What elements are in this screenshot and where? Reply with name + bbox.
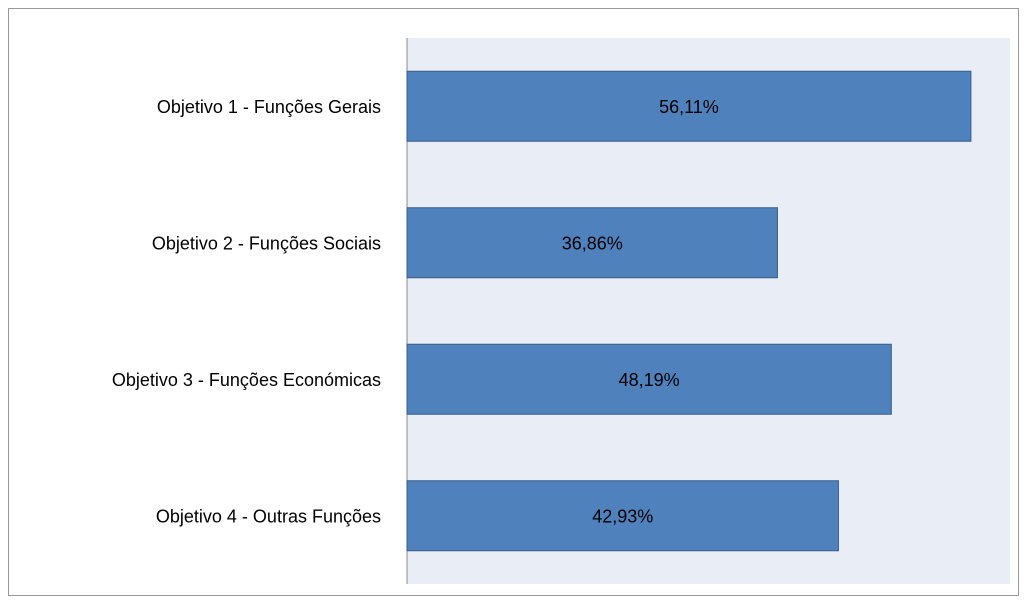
- data-label: 56,11%: [659, 97, 719, 117]
- category-label: Objetivo 3 - Funções Económicas: [112, 370, 381, 390]
- data-label: 36,86%: [562, 234, 623, 254]
- category-label: Objetivo 2 - Funções Sociais: [152, 234, 381, 254]
- category-label: Objetivo 4 - Outras Funções: [156, 507, 381, 527]
- data-label: 42,93%: [592, 507, 653, 527]
- bar: [406, 343, 892, 415]
- bar: [406, 70, 972, 142]
- category-label: Objetivo 1 - Funções Gerais: [157, 97, 381, 117]
- bar: [406, 480, 839, 552]
- data-label: 48,19%: [619, 370, 680, 390]
- bar: [406, 207, 778, 279]
